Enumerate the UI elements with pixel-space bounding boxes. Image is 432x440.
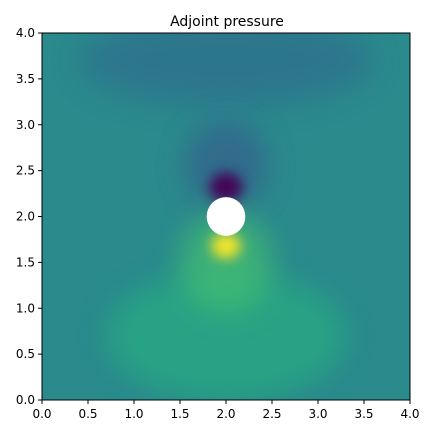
- x-tick-label: 0.0: [32, 407, 51, 421]
- x-tick-label: 1.5: [170, 407, 189, 421]
- x-tick-label: 2.5: [262, 407, 281, 421]
- y-axis: 0.0 0.5 1.0 1.5 2.0 2.5 3.0 3.5 4.0: [16, 26, 42, 407]
- y-tick-label: 2.5: [16, 164, 35, 178]
- x-axis: 0.0 0.5 1.0 1.5 2.0 2.5 3.0 3.5 4.0: [32, 400, 419, 421]
- obstacle-circle: [207, 197, 246, 236]
- chart-title: Adjoint pressure: [170, 14, 284, 30]
- x-tick-label: 3.5: [354, 407, 373, 421]
- x-tick-label: 4.0: [400, 407, 419, 421]
- y-tick-label: 1.5: [16, 255, 35, 269]
- x-tick-label: 0.5: [78, 407, 97, 421]
- x-tick-label: 2.0: [216, 407, 235, 421]
- y-tick-label: 3.0: [16, 118, 35, 132]
- x-tick-label: 1.0: [124, 407, 143, 421]
- y-tick-label: 0.5: [16, 347, 35, 361]
- plot-area: [42, 15, 410, 400]
- y-tick-label: 2.0: [16, 210, 35, 224]
- x-tick-label: 3.0: [308, 407, 327, 421]
- field-maximum: [211, 233, 240, 259]
- y-tick-label: 0.0: [16, 393, 35, 407]
- y-tick-label: 1.0: [16, 301, 35, 315]
- y-tick-label: 4.0: [16, 26, 35, 40]
- y-tick-label: 3.5: [16, 72, 35, 86]
